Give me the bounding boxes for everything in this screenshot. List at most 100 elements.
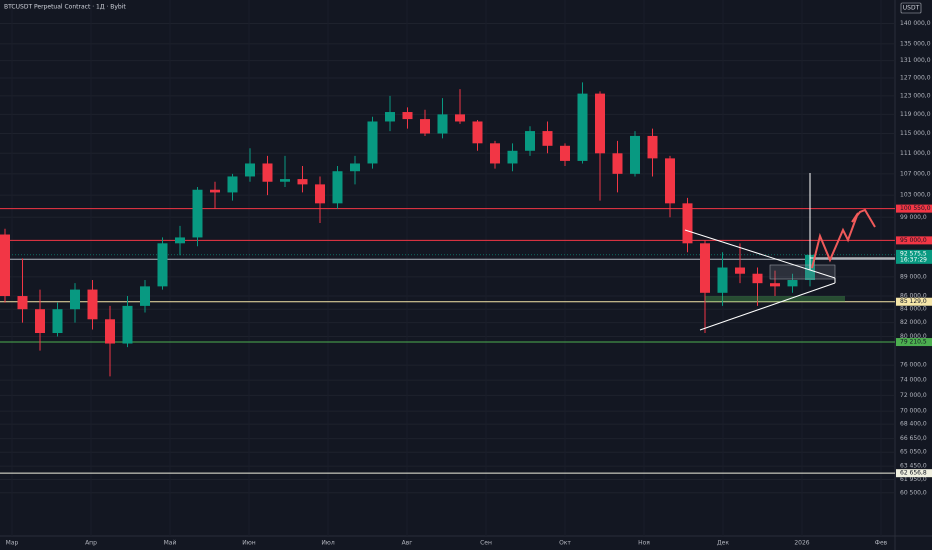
level-label-box <box>896 469 932 478</box>
y-tick-label: 107 000,0 <box>900 170 931 177</box>
candle-body <box>402 112 413 120</box>
x-tick-label: Дек <box>717 540 729 547</box>
level-label-box <box>896 236 932 245</box>
candle-body <box>420 119 430 134</box>
current-price-box <box>896 249 932 264</box>
y-tick-label: 74 000,0 <box>900 377 927 384</box>
candle-body <box>192 189 203 238</box>
y-tick-label: 103 000,0 <box>900 192 931 199</box>
candle-body <box>700 243 710 293</box>
candle-body <box>752 273 763 284</box>
candle-body <box>17 296 28 310</box>
candle-body <box>332 171 343 204</box>
y-tick-label: 70 000,0 <box>900 408 927 415</box>
candle-body <box>735 267 745 274</box>
candle-body <box>577 93 588 161</box>
y-tick-label: 61 950,0 <box>900 476 927 483</box>
candle-body <box>122 305 133 344</box>
candle-body <box>210 189 220 193</box>
candle-body <box>490 143 500 164</box>
candle-body <box>52 309 63 334</box>
x-tick-label: Ноя <box>638 540 650 547</box>
x-tick-label: Мар <box>6 540 19 547</box>
y-tick-label: 72 000,0 <box>900 392 927 399</box>
y-tick-label: 111 000,0 <box>900 150 931 157</box>
y-tick-label: 84 000,0 <box>900 306 927 313</box>
candle-body <box>542 131 553 146</box>
y-tick-label: 123 000,0 <box>900 92 931 99</box>
y-tick-label: 66 650,0 <box>900 435 927 442</box>
axis: 140 000,0 135 000,0 131 000,0 127 000,0 123 … <box>6 20 932 547</box>
x-tick-label: Май <box>164 540 177 547</box>
candle-body <box>770 283 780 287</box>
candle-body <box>507 150 518 164</box>
level-label: 79 210,5 <box>900 339 927 346</box>
candle-body <box>437 114 448 134</box>
levels <box>0 208 895 474</box>
candle-body <box>560 145 570 161</box>
currency-box <box>900 2 922 14</box>
candle-body <box>245 163 255 177</box>
x-tick-label: Сен <box>480 540 492 547</box>
y-tick-label: 65 050,0 <box>900 449 927 456</box>
y-tick-label: 82 000,0 <box>900 319 927 326</box>
candle-body <box>157 243 168 287</box>
candle-body <box>70 289 80 310</box>
projection-path <box>811 208 876 269</box>
x-tick-label: Окт <box>559 540 571 547</box>
candle-body <box>385 112 395 122</box>
y-tick-label: 60 500,0 <box>900 489 927 496</box>
drawings <box>684 173 895 331</box>
y-tick-label: 131 000,0 <box>900 57 931 64</box>
level-label-box <box>896 297 932 306</box>
candle-body <box>280 179 290 182</box>
currency: USDT <box>903 5 920 12</box>
y-tick-label: 76 000,0 <box>900 362 927 369</box>
y-tick-label: 63 450,0 <box>900 463 927 470</box>
candle-body <box>227 176 238 193</box>
level-label: 85 129,0 <box>900 298 927 305</box>
x-tick-label: Фев <box>875 540 888 547</box>
level-label: 100 550,0 <box>900 205 931 212</box>
x-tick-label: Авг <box>402 540 413 547</box>
candle-body <box>140 286 150 306</box>
candle-body <box>717 267 728 293</box>
candle-body <box>525 131 535 151</box>
current-price-label: 92 575,5 <box>900 250 927 257</box>
x-tick-label: Апр <box>85 540 97 547</box>
y-tick-label: 86 000,0 <box>900 293 927 300</box>
x-tick-label: Июн <box>242 540 256 547</box>
candle-body <box>87 289 98 320</box>
candle-body <box>175 237 185 244</box>
x-tick-label: 2026 <box>794 540 809 547</box>
level-label: 95 000,0 <box>900 237 927 244</box>
y-tick-label: 119 000,0 <box>900 111 931 118</box>
candle-body <box>0 234 10 297</box>
candle-body <box>647 135 658 159</box>
candle-body <box>367 121 378 164</box>
candle-body <box>665 158 675 204</box>
candle-body <box>350 163 360 172</box>
y-tick-label: 127 000,0 <box>900 74 931 81</box>
candle-body <box>682 203 693 244</box>
candle-body <box>612 153 623 174</box>
range-box <box>769 264 836 280</box>
y-tick-label: 115 000,0 <box>900 130 931 137</box>
candle-body <box>472 121 483 144</box>
chart-title: BTCUSDT Perpetual Contract · 1Д · Bybit <box>4 4 126 11</box>
level-label: 62 656,8 <box>900 470 927 477</box>
candle-body <box>455 114 465 122</box>
triangle-lower <box>699 282 836 331</box>
candle-body <box>297 179 308 185</box>
y-tick-label: 89 000,0 <box>900 273 927 280</box>
level-label-box <box>896 204 932 213</box>
y-tick-label: 80 000,0 <box>900 333 927 340</box>
y-tick-label: 140 000,0 <box>900 20 931 27</box>
countdown: 16:37:29 <box>900 256 927 263</box>
y-tick-label: 135 000,0 <box>900 40 931 47</box>
y-tick-label: 99 000,0 <box>900 214 927 221</box>
grid <box>0 22 895 494</box>
candle-body <box>262 163 273 182</box>
level-label-box <box>896 338 932 347</box>
